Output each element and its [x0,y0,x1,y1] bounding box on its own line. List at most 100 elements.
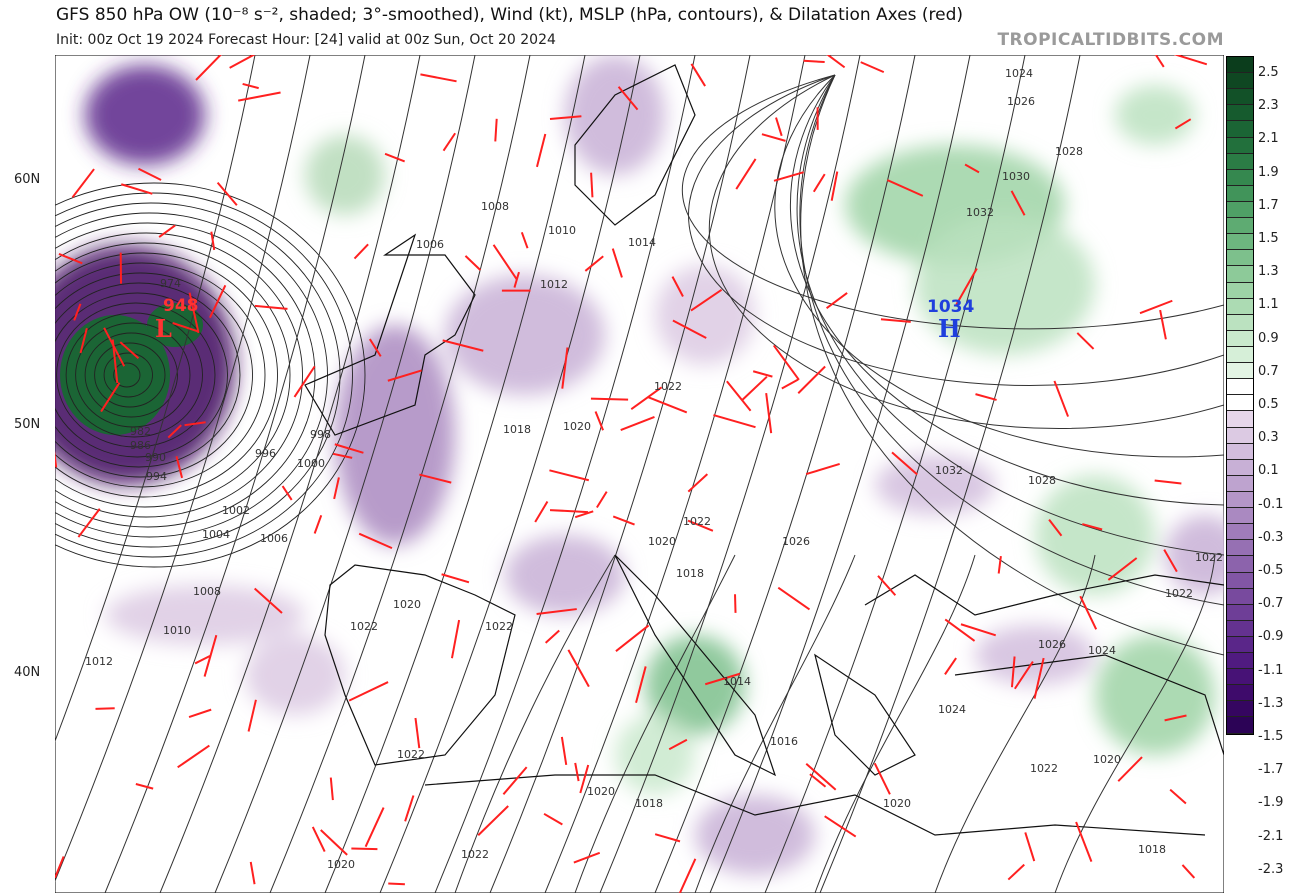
isobar-label: 1018 [503,423,531,436]
dilatation-axis [860,61,885,74]
colorbar-cell [1227,57,1253,74]
dilatation-axis [1075,821,1093,862]
ow-blob [505,535,625,615]
dilatation-axis [635,666,647,704]
colorbar-cell [1227,137,1253,154]
dilatation-axis [668,738,688,751]
dilatation-axis [195,55,222,81]
dilatation-axis [726,380,752,412]
ow-blob [645,635,745,735]
dilatation-axis [1048,519,1063,537]
dilatation-axis [209,284,227,319]
dilatation-axis [777,586,811,611]
colorbar-cell [1227,524,1253,541]
lat-label-50n: 50N [14,417,41,432]
dilatation-axis [544,629,560,644]
dilatation-axis [384,152,406,163]
dilatation-axis [175,455,184,479]
colorbar-cell [1227,89,1253,106]
colorbar-cell [1227,443,1253,460]
isobar-label: 1006 [416,238,444,251]
colorbar-cell [1227,73,1253,90]
colorbar-label: 0.7 [1258,363,1279,379]
dilatation-axis [549,469,590,482]
dilatation-axis [687,473,709,493]
dilatation-axis [332,452,353,459]
dilatation-axis [253,587,283,614]
dilatation-axis [549,115,582,120]
isobar-label: 1032 [935,464,963,477]
isobar-label: 1018 [635,797,663,810]
dilatation-axis [194,654,211,665]
colorbar-cell [1227,540,1253,557]
colorbar-label: -0.3 [1258,529,1284,545]
colorbar-cell [1227,427,1253,444]
ow-blob [975,625,1095,685]
dilatation-axis [960,623,997,637]
dilatation-axis [997,556,1002,574]
dilatation-axis [249,861,256,885]
dilatation-axis [419,473,452,484]
colorbar-cell [1227,250,1253,267]
colorbar-cell [1227,282,1253,299]
isobar-label: 982 [130,425,151,438]
colorbar-label: -0.7 [1258,596,1284,612]
dilatation-axis [450,619,461,659]
dilatation-axis [73,303,82,321]
isobar-label: 1024 [1088,644,1116,657]
dilatation-axis [135,783,154,790]
dilatation-axis [775,117,783,137]
colorbar-cell [1227,201,1253,219]
colorbar-cell [1227,395,1253,412]
isobar-label: 1016 [770,735,798,748]
dilatation-axis [158,224,176,238]
dilatation-axis [138,167,162,181]
dilatation-axis [765,393,773,434]
dilatation-axis [216,181,238,206]
dilatation-axis [704,672,741,686]
colorbar-cell [1227,620,1253,637]
colorbar-label: 0.3 [1258,430,1279,446]
dilatation-axis [1010,190,1026,216]
dilatation-axis [671,276,684,297]
dilatation-axis [584,255,604,272]
dilatation-axis [536,608,577,616]
colorbar-cell [1227,153,1253,170]
dilatation-axis [203,634,218,677]
brand-watermark: TROPICALTIDBITS.COM [997,30,1224,50]
isobars [55,55,1224,893]
colorbar-cell [1227,556,1253,573]
dilatation-axis [826,292,848,309]
dilatation-axis [55,451,58,468]
dilatation-axis [388,882,405,886]
ow-blob [335,325,455,545]
colorbar-label: 1.9 [1258,164,1279,180]
dilatation-axis [414,717,421,749]
isobar-label: 1010 [163,624,191,637]
dilatation-axis [803,59,825,64]
colorbar-cell [1227,717,1253,734]
dilatation-axis [1117,756,1143,782]
dilatation-axis [690,63,706,87]
low-pressure-value: 948 [163,296,199,316]
colorbar-label: 1.7 [1258,197,1279,213]
colorbar-cell [1227,363,1253,380]
isobar-label: 1014 [628,236,656,249]
map-subtitle: Init: 00z Oct 19 2024 Forecast Hour: [24… [56,32,556,48]
dilatation-axis [210,231,216,251]
dilatation-axis [1024,832,1036,862]
colorbar-label: -0.9 [1258,629,1284,645]
colorbar-label: 0.1 [1258,463,1279,479]
colorbar-label: 2.5 [1258,65,1279,80]
dilatation-axis [1174,55,1208,66]
dilatation-axis [830,171,839,201]
colorbar-cell [1227,346,1253,364]
dilatation-axes [55,55,1208,893]
isobar-label: 1006 [260,532,288,545]
isobar-label: 1008 [481,200,509,213]
dilatation-axis [617,86,639,111]
dilatation-axis [520,231,529,249]
dilatation-axis [574,762,580,782]
dilatation-axis [944,657,957,675]
colorbar-label: -2.1 [1258,828,1284,844]
